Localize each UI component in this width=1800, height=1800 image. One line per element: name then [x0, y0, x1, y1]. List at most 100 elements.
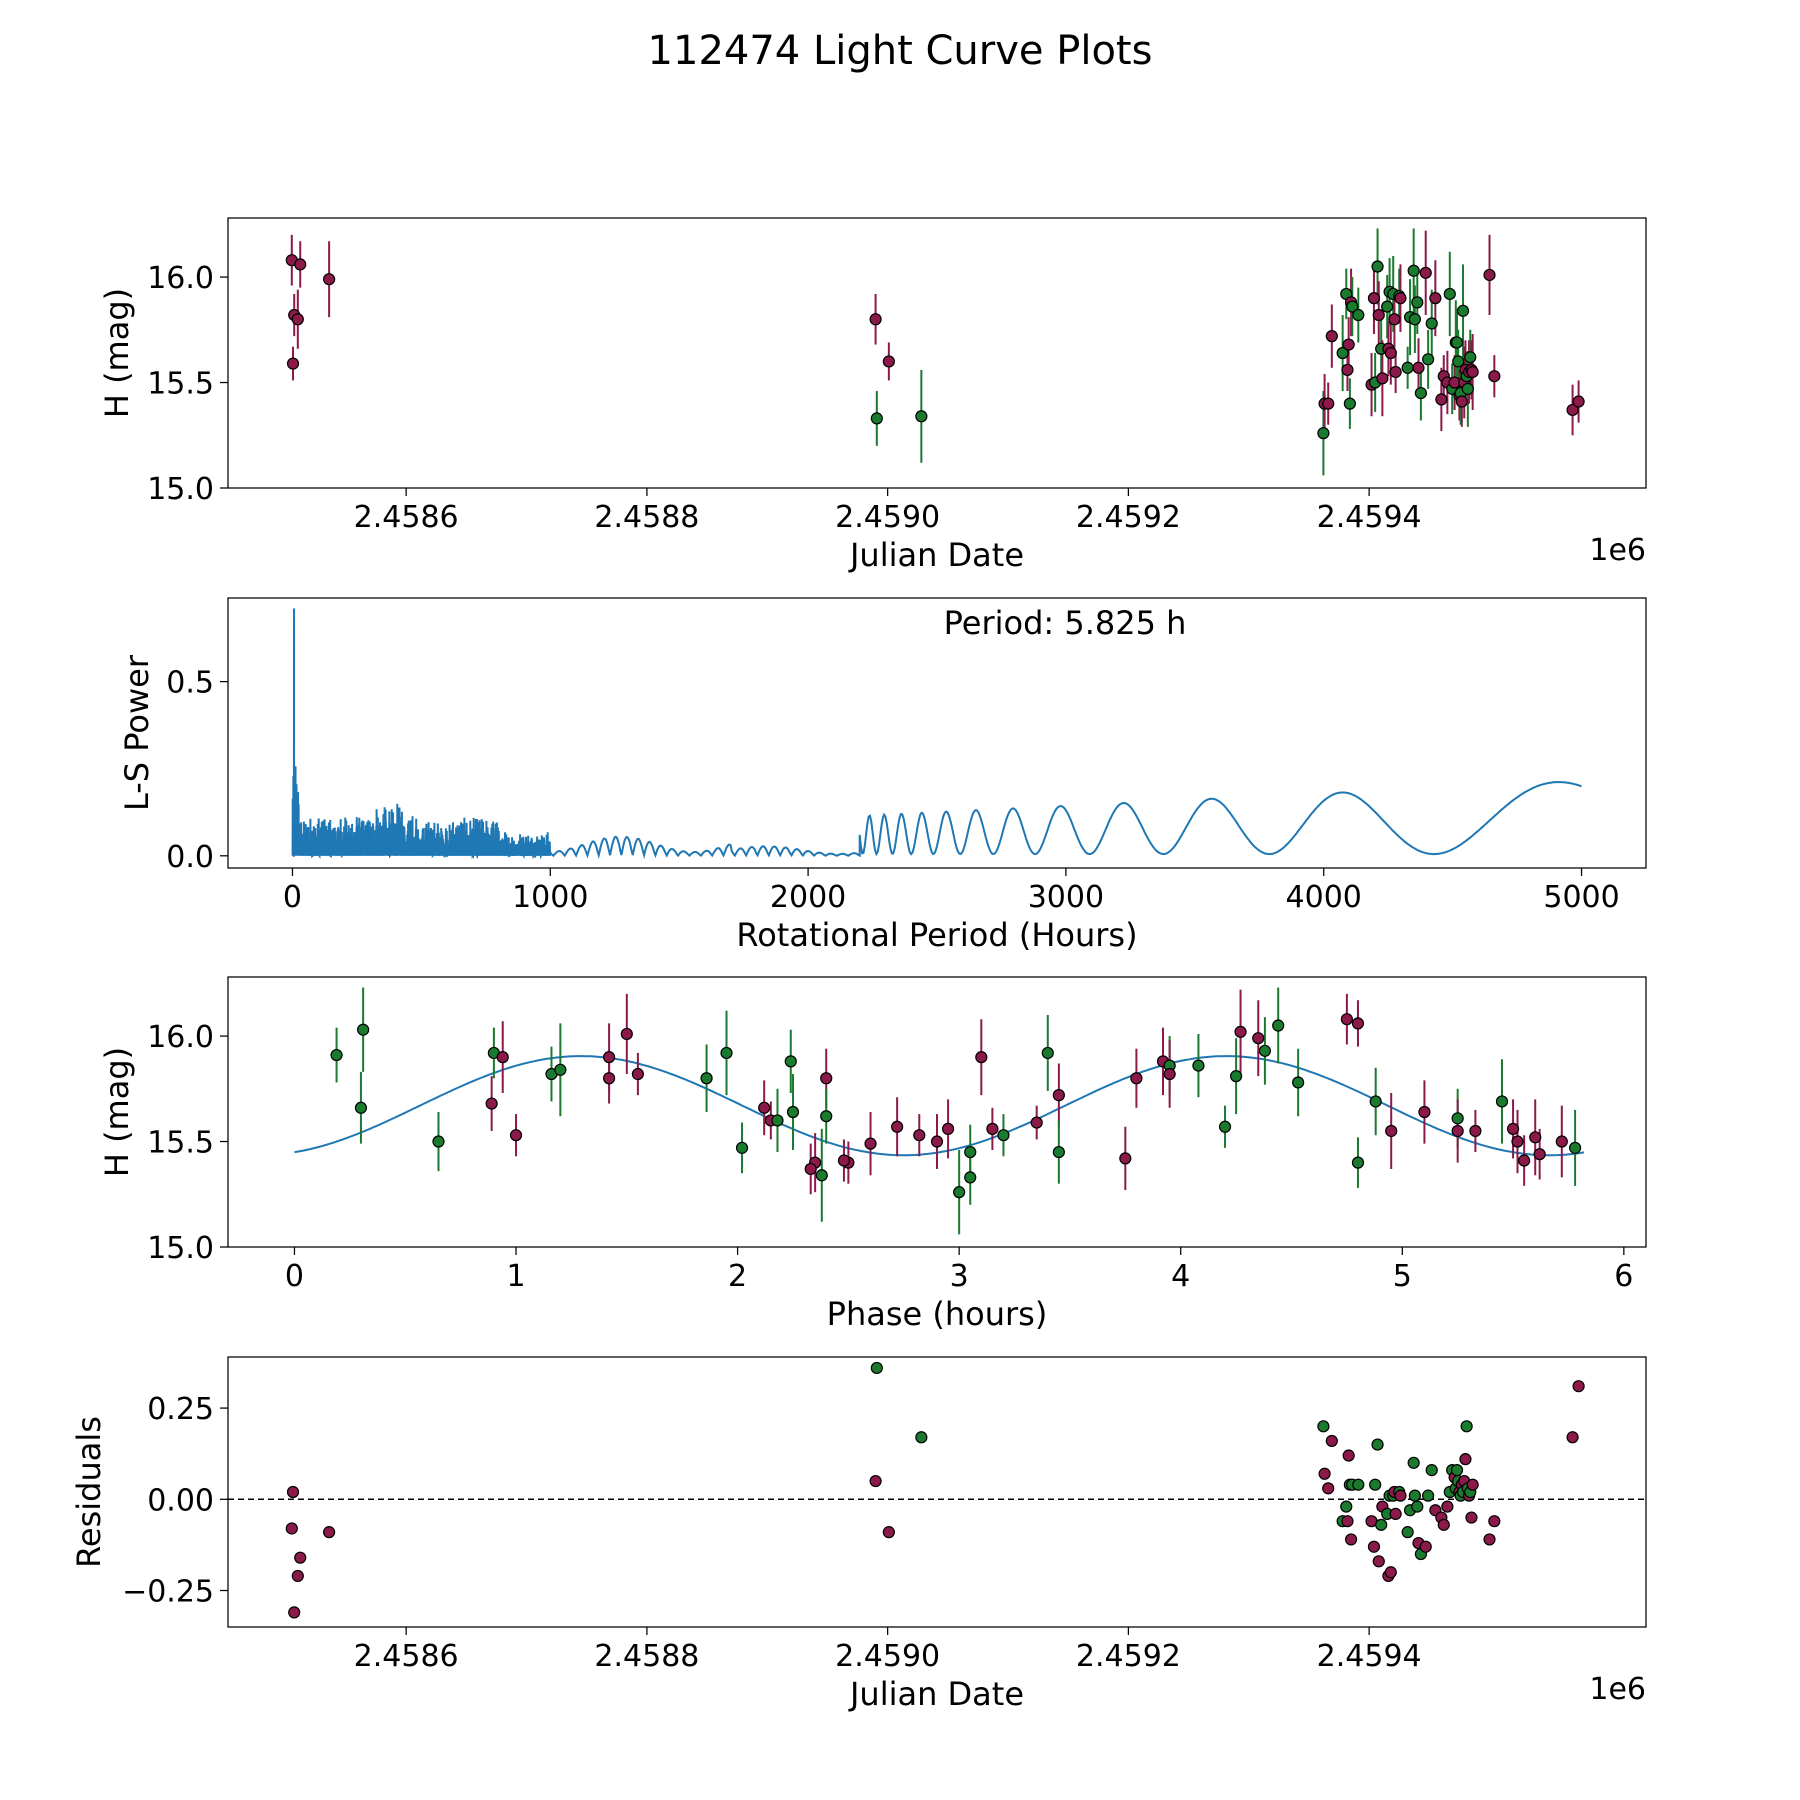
residual-point — [1318, 1467, 1331, 1480]
residuals-ytick-label: 0.25 — [147, 1392, 214, 1427]
phased-point — [1340, 1013, 1353, 1026]
phased-point — [1351, 1156, 1365, 1169]
phased-point — [602, 1051, 616, 1064]
panels-container: 2.4586 2.4588 2.4590 2.4592 2.459415.015.516… — [70, 217, 1647, 1713]
lightcurve-point — [1455, 395, 1468, 408]
residual-point — [1341, 1515, 1354, 1528]
residual-point — [882, 1526, 895, 1539]
lightcurve-point — [1322, 397, 1335, 410]
phased-point — [786, 1105, 800, 1119]
lightcurve-point — [1488, 370, 1501, 383]
phased-point — [1529, 1131, 1542, 1144]
phased-point — [953, 1186, 966, 1199]
phased-ytick-label: 15.5 — [147, 1126, 214, 1161]
residual-point — [1367, 1540, 1381, 1553]
residuals-offset-label: 1e6 — [1589, 1672, 1646, 1707]
residual-point — [294, 1551, 307, 1564]
phased-point — [602, 1072, 616, 1085]
residual-point — [1488, 1515, 1501, 1528]
phased-xtick-label: 1 — [506, 1259, 525, 1294]
phased-point — [330, 1048, 343, 1062]
periodogram-xtick-label: 1000 — [512, 880, 588, 915]
phased-point — [815, 1169, 828, 1182]
phased-point — [804, 1162, 817, 1176]
lightcurve-point — [1341, 363, 1354, 376]
phased-point — [1292, 1076, 1305, 1089]
phased-point — [1163, 1067, 1176, 1081]
residual-point — [1325, 1434, 1338, 1448]
lightcurve-point — [1381, 300, 1394, 313]
lightcurve-point — [294, 258, 307, 271]
residual-point — [1572, 1380, 1585, 1393]
fit-curve — [294, 1055, 1585, 1157]
phased-point — [1469, 1124, 1482, 1138]
phased-point — [784, 1055, 797, 1068]
residual-point — [285, 1522, 298, 1535]
phased-point — [1451, 1124, 1464, 1138]
residual-point — [1419, 1540, 1432, 1553]
residual-point — [915, 1431, 928, 1444]
lightcurve-point — [1384, 346, 1397, 360]
lightcurve-ytick-label: 15.0 — [147, 472, 214, 507]
lightcurve-point — [1566, 403, 1579, 417]
lightcurve-xtick-label: 2.4588 — [594, 500, 699, 535]
residuals-xtick-label: 2.4594 — [1317, 1639, 1422, 1674]
residual-point — [1401, 1526, 1414, 1539]
periodogram-ytick-label: 0.0 — [166, 840, 214, 875]
residuals-ytick-label: 0.00 — [147, 1483, 214, 1518]
lightcurve-point — [1408, 313, 1421, 326]
residual-point — [1566, 1431, 1579, 1444]
lightcurve-point — [1461, 382, 1474, 395]
lightcurve-point — [915, 410, 928, 423]
lightcurve-panel: 2.4586 2.4588 2.4590 2.4592 2.4594 15.0 15.5 16… — [98, 217, 1647, 574]
lightcurve-point — [1407, 264, 1420, 277]
phased-ytick-label: 16.0 — [147, 1020, 214, 1055]
residuals-ylabel: Residuals — [70, 1416, 108, 1568]
phased-point — [1418, 1105, 1431, 1119]
lightcurve-point — [1371, 260, 1384, 273]
lightcurve-point — [1422, 353, 1435, 366]
phased-point — [509, 1129, 523, 1142]
periodogram-xtick-label: 3000 — [1028, 880, 1104, 915]
lightcurve-point — [1425, 317, 1438, 330]
lightcurve-point — [1317, 427, 1330, 440]
residual-point — [1375, 1518, 1388, 1531]
residual-point — [1394, 1489, 1407, 1502]
phased-point — [891, 1120, 904, 1133]
residual-point — [869, 1474, 882, 1488]
phased-point — [758, 1101, 771, 1114]
residual-point — [1441, 1500, 1454, 1513]
lightcurve-point — [1336, 346, 1349, 360]
residuals-xtick-label: 2.4590 — [835, 1639, 940, 1674]
phased-point — [496, 1051, 509, 1064]
lightcurve-point — [286, 357, 300, 370]
phased-ylabel: H (mag) — [98, 1047, 136, 1177]
residual-point — [1422, 1489, 1435, 1502]
lightcurve-point — [869, 313, 882, 326]
phased-point — [964, 1145, 977, 1159]
phased-point — [997, 1129, 1010, 1142]
phased-point — [432, 1135, 445, 1148]
lightcurve-point — [1411, 296, 1424, 309]
residual-point — [1317, 1420, 1330, 1433]
lightcurve-point — [1388, 313, 1401, 326]
phased-point — [864, 1137, 877, 1150]
phased-frame — [227, 976, 1647, 1248]
phased-point — [964, 1171, 977, 1184]
periodogram-panel: 0 1000 2000 3000 4000 5000 0.0 0.5 Rotational Pe… — [118, 597, 1647, 954]
periodogram-frame — [227, 597, 1647, 869]
residual-point — [1371, 1438, 1384, 1451]
lightcurve-point — [1464, 351, 1477, 364]
lightcurve-point — [1456, 304, 1470, 317]
residual-point — [1344, 1533, 1358, 1546]
lightcurve-point — [1325, 330, 1338, 343]
phased-xlabel: Phase (hours) — [827, 1295, 1048, 1333]
residuals-xlabel: Julian Date — [848, 1675, 1024, 1713]
phased-point — [1495, 1095, 1509, 1108]
phased-point — [1258, 1044, 1272, 1057]
residual-point — [291, 1569, 304, 1583]
phased-point — [941, 1122, 955, 1135]
residual-point — [323, 1526, 336, 1539]
residual-point — [288, 1606, 301, 1619]
lightcurve-frame — [227, 217, 1647, 489]
